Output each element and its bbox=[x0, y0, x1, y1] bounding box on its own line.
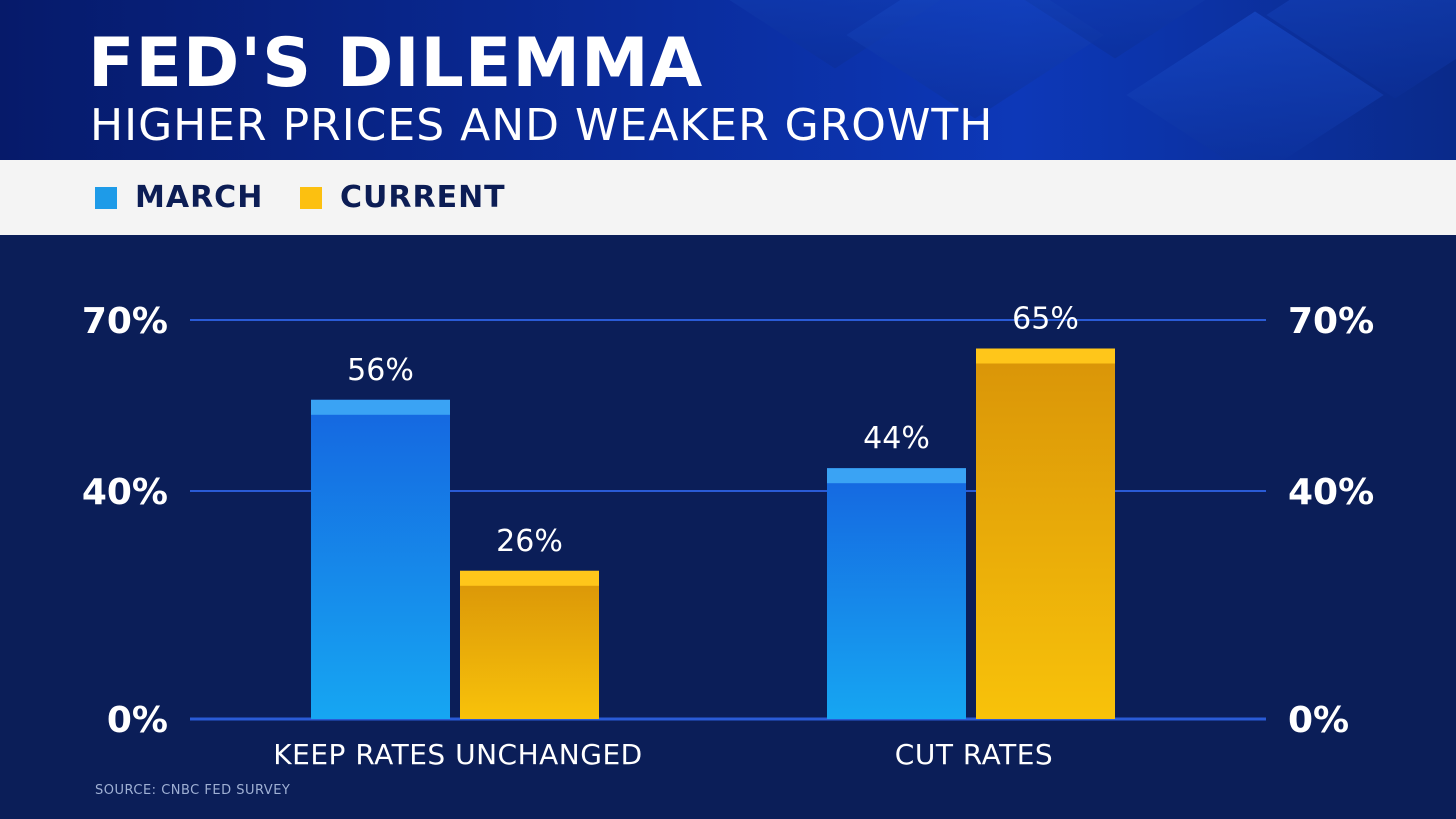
chart-subtitle: HIGHER PRICES AND WEAKER GROWTH bbox=[90, 100, 994, 151]
bar-chart: 0% 0% 40% 40% 70% 70% 56% 26% KEEP RATES UNCHANG… bbox=[82, 301, 1374, 771]
bar-cap-current bbox=[976, 348, 1115, 364]
legend-label-current: CURRENT bbox=[340, 180, 506, 215]
legend-swatch-march bbox=[95, 186, 117, 209]
bar-current bbox=[460, 570, 599, 719]
data-label-march: 44% bbox=[863, 421, 930, 456]
y-tick-label-left: 40% bbox=[82, 472, 168, 513]
y-tick-label-right: 70% bbox=[1288, 301, 1374, 342]
source-note: SOURCE: CNBC FED SURVEY bbox=[95, 783, 291, 798]
data-label-march: 56% bbox=[347, 353, 414, 388]
legend-swatch-current bbox=[300, 186, 322, 209]
header-banner: FED'S DILEMMA HIGHER PRICES AND WEAKER G… bbox=[0, 0, 1456, 160]
bar-march bbox=[827, 468, 966, 719]
category-label: CUT RATES bbox=[895, 738, 1053, 771]
bar-cap-march bbox=[311, 399, 450, 415]
chart-title: FED'S DILEMMA bbox=[88, 24, 704, 103]
bar-cap-march bbox=[827, 468, 966, 484]
legend-label-march: MARCH bbox=[135, 180, 264, 215]
y-tick-label-left: 0% bbox=[107, 700, 168, 741]
y-tick-label-left: 70% bbox=[82, 301, 168, 342]
legend-item-march: MARCH bbox=[95, 160, 263, 235]
plot-area: 0% 0% 40% 40% 70% 70% 56% 26% KEEP RATES UNCHANG… bbox=[0, 235, 1456, 819]
y-tick-label-right: 40% bbox=[1288, 472, 1374, 513]
legend: MARCH CURRENT bbox=[0, 160, 1456, 235]
bar-march bbox=[311, 399, 450, 719]
data-label-current: 26% bbox=[496, 524, 563, 559]
data-label-current: 65% bbox=[1012, 302, 1079, 337]
bar-cap-current bbox=[460, 570, 599, 586]
y-tick-label-right: 0% bbox=[1288, 700, 1349, 741]
bar-current bbox=[976, 348, 1115, 719]
category-label: KEEP RATES UNCHANGED bbox=[273, 738, 642, 771]
legend-item-current: CURRENT bbox=[300, 160, 506, 235]
